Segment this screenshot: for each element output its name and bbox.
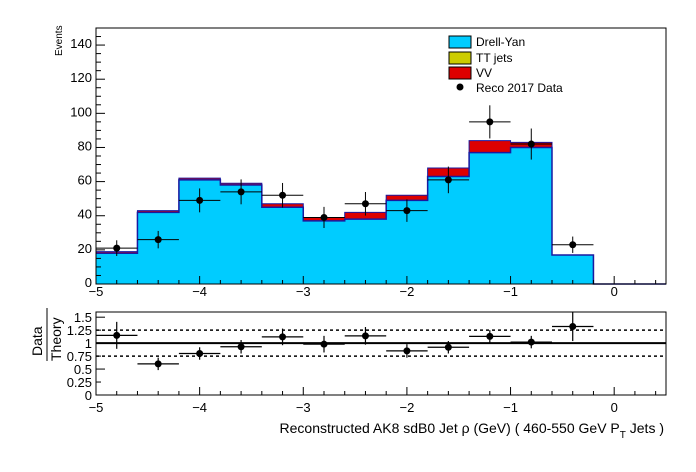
x-axis-title: Reconstructed AK8 sdB0 Jet ρ (GeV) ( 460… [280, 420, 664, 441]
ratio-point [444, 343, 452, 351]
ratio-y-title-denominator: Theory [48, 317, 64, 361]
ratio-point [154, 360, 162, 368]
ratio-point [486, 332, 494, 340]
data-point [444, 176, 452, 184]
ratio-y-tick-label: 0.75 [67, 349, 92, 364]
data-point [279, 191, 287, 199]
data-point [113, 244, 121, 252]
data-point [486, 118, 494, 126]
y-tick-label: 60 [78, 173, 92, 188]
y-tick-label: 40 [78, 207, 92, 222]
ratio-point [403, 347, 411, 355]
ratio-point [196, 350, 204, 357]
ratio-y-tick-label: 0.25 [67, 375, 92, 390]
data-point [569, 241, 577, 249]
ratio-x-tick-label: −1 [503, 400, 518, 415]
x-axis-title-main: Reconstructed AK8 sdB0 Jet ρ (GeV) ( 460… [280, 420, 620, 436]
x-axis-title-subscript: T [620, 430, 626, 441]
ratio-plot-frame [95, 311, 667, 396]
legend-label-tt-jets: TT jets [476, 51, 512, 65]
x-tick-label: −1 [503, 284, 518, 299]
legend-marker-data [456, 83, 464, 91]
data-point [361, 200, 369, 208]
x-tick-label: 0 [611, 284, 618, 299]
ratio-x-tick-label: −3 [296, 400, 311, 415]
ratio-point [361, 332, 369, 340]
y-axis-title: Events [54, 25, 65, 56]
y-tick-label: 140 [70, 36, 92, 51]
y-tick-label: 80 [78, 138, 92, 153]
ratio-point [569, 323, 577, 331]
y-tick-label: 100 [70, 104, 92, 119]
data-point [527, 140, 535, 148]
ratio-y-tick-label: 0.5 [74, 362, 92, 377]
legend-label-vv: VV [476, 66, 492, 80]
x-tick-label: −5 [89, 284, 104, 299]
x-axis-title-end: Jets ) [626, 420, 664, 436]
ratio-x-tick-label: 0 [611, 400, 618, 415]
legend-swatch-drell-yan [448, 35, 472, 49]
ratio-point [113, 331, 121, 339]
x-tick-label: −2 [399, 284, 414, 299]
legend-swatch-tt-jets [448, 51, 472, 65]
data-point [320, 213, 328, 221]
y-tick-label: 20 [78, 241, 92, 256]
data-point [237, 188, 245, 196]
data-point [154, 236, 162, 244]
ratio-y-tick-label: 1 [85, 336, 92, 351]
x-tick-label: −4 [192, 284, 207, 299]
ratio-y-tick-label: 0 [85, 388, 92, 403]
histogram-drell-yan [96, 147, 666, 284]
ratio-point [279, 333, 287, 341]
y-tick-label: 0 [85, 275, 92, 290]
legend-label-drell-yan: Drell-Yan [476, 35, 525, 49]
main-panel: 0 20 40 60 80 100 120 140 −5 −4 −3 −2 −1 0 [70, 27, 667, 299]
histogram-total-outline [96, 140, 666, 285]
ratio-point [237, 343, 245, 351]
ratio-point [320, 340, 328, 348]
ratio-x-tick-label: −4 [192, 400, 207, 415]
ratio-y-tick-label: 1.5 [74, 310, 92, 325]
x-tick-label: −3 [296, 284, 311, 299]
ratio-y-tick-label: 1.25 [67, 323, 92, 338]
legend: Drell-Yan TT jets VV Reco 2017 Data [448, 35, 563, 95]
ratio-y-title-numerator: Data [29, 326, 45, 356]
y-tick-label: 120 [70, 70, 92, 85]
ratio-point [527, 338, 535, 346]
ratio-x-tick-label: −5 [89, 400, 104, 415]
ratio-x-tick-label: −2 [399, 400, 414, 415]
data-point [403, 207, 411, 215]
legend-label-data: Reco 2017 Data [476, 81, 563, 95]
data-point [196, 196, 204, 204]
legend-swatch-vv [448, 66, 472, 80]
